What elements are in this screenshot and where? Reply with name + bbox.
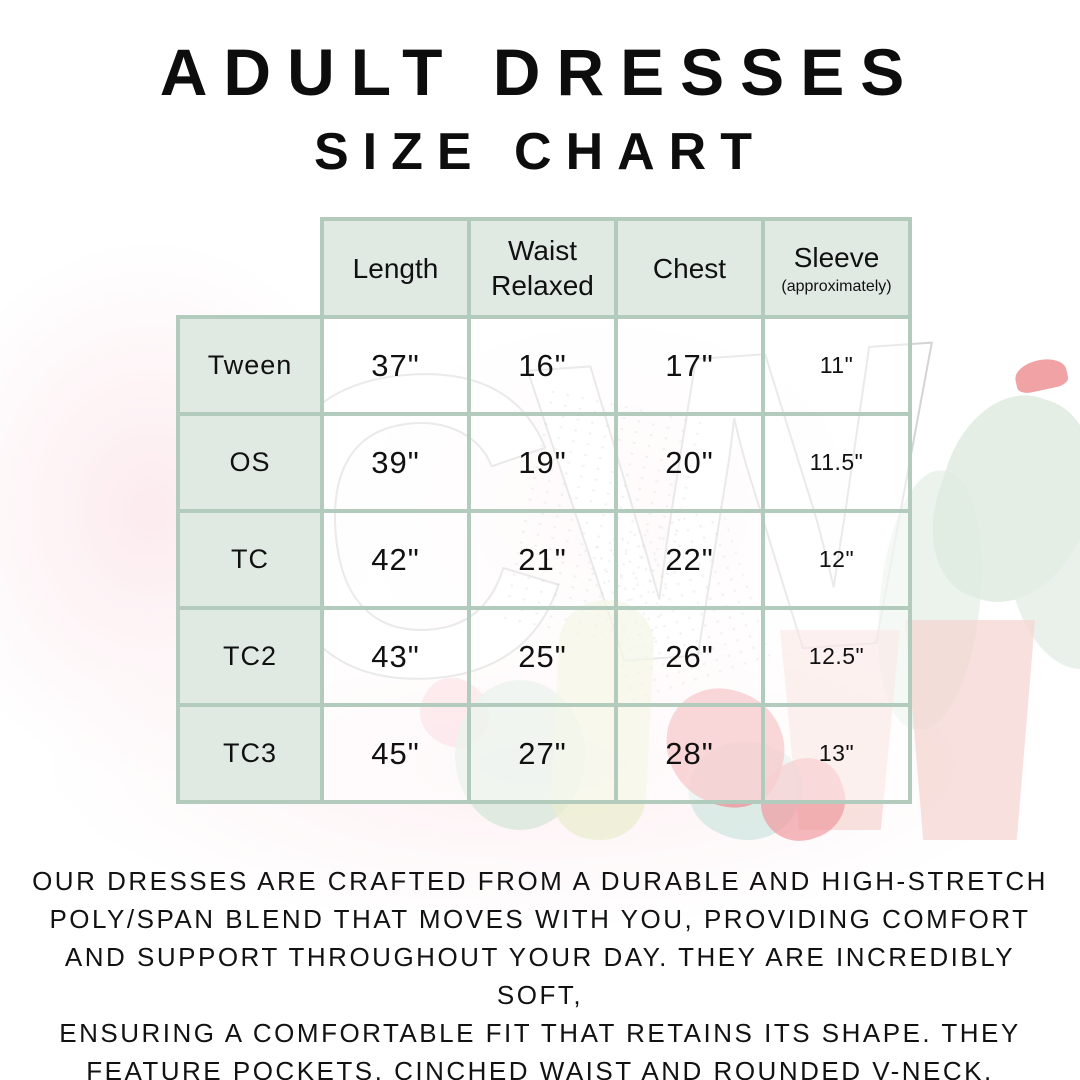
cell-value: 20" [614,412,765,513]
column-header-chest: Chest [614,217,765,319]
table-row: TC3 45" 27" 28" 13" [176,703,912,804]
description-line: AND SUPPORT THROUGHOUT YOUR DAY. THEY AR… [64,942,1016,1010]
title-line-1: ADULT DRESSES [159,35,921,109]
cell-value: 42" [320,509,471,610]
cell-value: 37" [320,315,471,416]
column-header-sleeve: Sleeve (approximately) [761,217,912,319]
cell-value: 12" [761,509,912,610]
description-line: FEATURE POCKETS, CINCHED WAIST AND ROUND… [86,1056,994,1080]
cell-value: 28" [614,703,765,804]
row-label-tc: TC [176,509,324,610]
size-table: Length Waist Relaxed Chest Sleeve (appro… [176,217,912,804]
cell-value: 11" [761,315,912,416]
column-header-waist-relaxed: Waist Relaxed [467,217,618,319]
table-row: TC 42" 21" 22" 12" [176,509,912,610]
cell-value: 22" [614,509,765,610]
description-line: ENSURING A COMFORTABLE FIT THAT RETAINS … [59,1018,1021,1048]
cell-value: 17" [614,315,765,416]
description-line: OUR DRESSES ARE CRAFTED FROM A DURABLE A… [32,866,1048,896]
row-label-os: OS [176,412,324,513]
cell-value: 45" [320,703,471,804]
corner-cell [178,219,322,317]
column-header-length: Length [320,217,471,319]
cell-value: 19" [467,412,618,513]
sleeve-label: Sleeve [793,241,880,273]
cell-value: 21" [467,509,618,610]
cell-value: 25" [467,606,618,707]
cell-value: 43" [320,606,471,707]
row-label-tc3: TC3 [176,703,324,804]
row-label-tween: Tween [176,315,324,416]
product-description: OUR DRESSES ARE CRAFTED FROM A DURABLE A… [30,862,1050,1080]
table-row: OS 39" 19" 20" 11.5" [176,412,912,513]
cell-value: 27" [467,703,618,804]
plant-pot-icon [905,620,1035,840]
cell-value: 12.5" [761,606,912,707]
description-line: POLY/SPAN BLEND THAT MOVES WITH YOU, PRO… [49,904,1031,934]
cactus-flower-icon [1012,354,1070,396]
title-line-2: SIZE CHART [314,123,766,181]
cell-value: 39" [320,412,471,513]
cell-value: 13" [761,703,912,804]
row-label-tc2: TC2 [176,606,324,707]
table-row: Tween 37" 16" 17" 11" [176,315,912,416]
cell-value: 11.5" [761,412,912,513]
sleeve-approx-note: (approximately) [781,277,892,295]
table-row: TC2 43" 25" 26" 12.5" [176,606,912,707]
page-title: ADULT DRESSES SIZE CHART [0,34,1080,182]
table-header-row: Length Waist Relaxed Chest Sleeve (appro… [178,217,912,319]
cell-value: 16" [467,315,618,416]
cell-value: 26" [614,606,765,707]
